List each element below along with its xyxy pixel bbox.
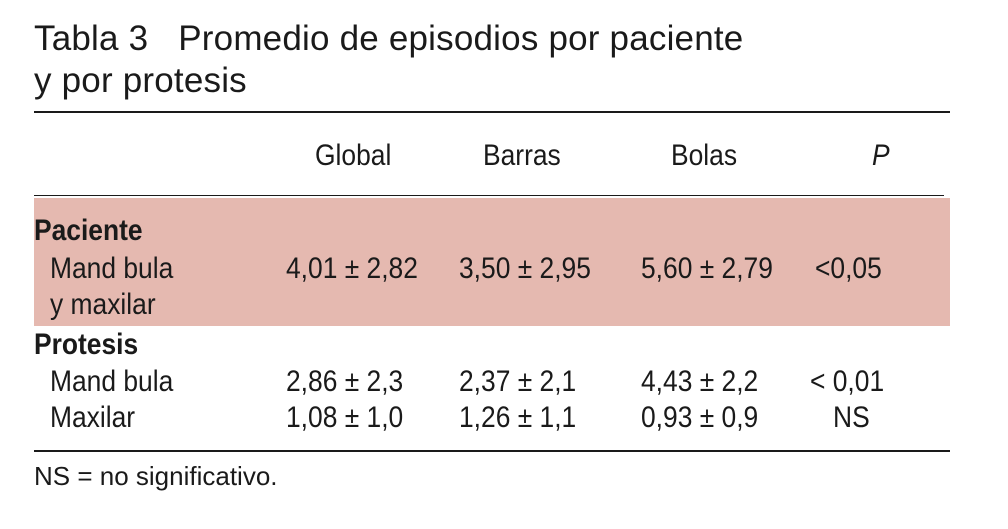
table-label: Tabla 3 [34, 19, 149, 58]
column-header-bolas: Bolas [671, 139, 738, 172]
row-label: Maxilar [50, 401, 136, 434]
table-title-line-2: y por protesis [34, 61, 247, 100]
table-footnote: NS = no significativo. [34, 461, 278, 491]
group-heading-protesis: Protesis [34, 328, 139, 361]
top-rule [34, 111, 950, 113]
cell-barras: 2,37 ± 2,1 [459, 365, 577, 398]
cell-global: 1,08 ± 1,0 [286, 401, 404, 434]
cell-p: <0,05 [815, 252, 882, 285]
row-label: Mand bula [50, 252, 174, 285]
group-heading-paciente: Paciente [34, 214, 143, 247]
cell-barras: 1,26 ± 1,1 [459, 401, 577, 434]
bottom-rule [34, 450, 950, 452]
cell-bolas: 0,93 ± 0,9 [641, 401, 759, 434]
table-title: Promedio de episodios por paciente [178, 19, 744, 58]
column-header-barras: Barras [483, 139, 561, 172]
cell-global: 4,01 ± 2,82 [286, 252, 418, 285]
cell-bolas: 4,43 ± 2,2 [641, 365, 759, 398]
cell-barras: 3,50 ± 2,95 [459, 252, 591, 285]
row-label-line-2: y maxilar [50, 288, 156, 321]
cell-bolas: 5,60 ± 2,79 [641, 252, 773, 285]
highlight-band [34, 198, 950, 326]
column-header-p: P [872, 139, 890, 172]
caption-line-1: Tabla 3 Promedio de episodios por pacient… [34, 18, 743, 60]
cell-global: 2,86 ± 2,3 [286, 365, 404, 398]
cell-p: < 0,01 [810, 365, 885, 398]
header-rule [34, 195, 944, 196]
table-caption: Tabla 3 Promedio de episodios por pacient… [34, 18, 743, 102]
row-label: Mand bula [50, 365, 174, 398]
column-header-global: Global [315, 139, 392, 172]
cell-p: NS [833, 401, 870, 434]
